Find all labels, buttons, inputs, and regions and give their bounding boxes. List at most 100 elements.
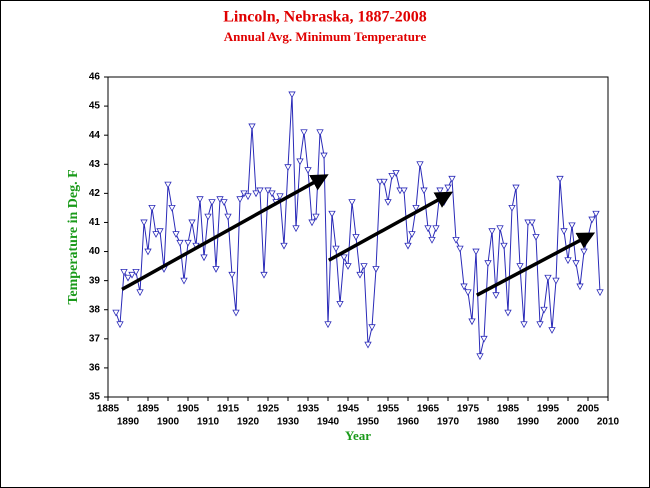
- data-point: [224, 213, 232, 221]
- y-tick-label: 42: [89, 188, 101, 199]
- data-point: [448, 175, 456, 183]
- x-tick-label: 1885: [97, 404, 120, 415]
- x-tick-label: 1935: [297, 404, 320, 415]
- x-tick-label: 2010: [597, 417, 620, 428]
- trend-arrow: [327, 191, 454, 262]
- data-point: [300, 129, 308, 137]
- data-point: [304, 167, 312, 174]
- x-tick-label: 1950: [357, 417, 380, 428]
- x-tick-label: 1995: [537, 404, 560, 415]
- x-tick-label: 1980: [477, 417, 500, 428]
- data-point: [156, 228, 164, 236]
- data-point: [344, 263, 352, 270]
- x-tick-label: 1940: [317, 417, 340, 428]
- data-point: [536, 321, 544, 329]
- data-point: [388, 173, 396, 180]
- data-point: [496, 225, 504, 233]
- data-point: [116, 321, 124, 329]
- data-point: [260, 271, 268, 279]
- data-point: [244, 193, 252, 201]
- data-point: [556, 175, 564, 183]
- data-point: [348, 199, 356, 206]
- data-point: [592, 210, 600, 218]
- data-point: [412, 205, 420, 212]
- data-point: [144, 248, 152, 256]
- data-point: [452, 237, 460, 244]
- data-point: [328, 210, 336, 218]
- data-point: [212, 266, 220, 273]
- data-point: [404, 242, 412, 250]
- x-tick-label: 1895: [137, 404, 160, 415]
- data-point: [512, 184, 520, 192]
- data-point: [420, 187, 428, 195]
- data-point: [332, 245, 340, 253]
- x-tick-label: 1930: [277, 417, 300, 428]
- data-point: [596, 289, 604, 297]
- data-point: [292, 225, 300, 233]
- data-point: [528, 219, 536, 227]
- data-point: [464, 289, 472, 297]
- data-point: [324, 321, 332, 329]
- x-tick-label: 1990: [517, 417, 540, 428]
- x-tick-label: 1945: [337, 404, 360, 415]
- data-point: [172, 231, 180, 238]
- data-point: [280, 242, 288, 250]
- y-axis-label: Temperature in Deg. F: [66, 169, 81, 304]
- data-point: [460, 283, 468, 291]
- data-point: [196, 196, 204, 204]
- x-tick-label: 2005: [577, 404, 600, 415]
- data-point: [560, 228, 568, 236]
- y-tick-label: 36: [89, 363, 101, 374]
- data-point: [504, 309, 512, 317]
- x-tick-label: 1985: [497, 404, 520, 415]
- y-tick-label: 41: [89, 217, 101, 228]
- data-point: [200, 254, 208, 262]
- y-tick-label: 37: [89, 333, 101, 344]
- y-tick-label: 40: [89, 246, 101, 257]
- y-tick-label: 43: [89, 159, 101, 170]
- x-tick-label: 1975: [457, 404, 480, 415]
- data-point: [368, 324, 376, 332]
- data-point: [128, 271, 136, 279]
- data-point: [532, 234, 540, 241]
- data-point: [432, 225, 440, 233]
- x-tick-label: 1960: [397, 417, 420, 428]
- data-point: [180, 277, 188, 285]
- data-point: [320, 152, 328, 160]
- data-point: [392, 170, 400, 177]
- data-point: [472, 248, 480, 256]
- data-point: [380, 178, 388, 186]
- trend-arrow: [121, 174, 329, 291]
- data-point: [360, 263, 368, 270]
- data-point: [416, 161, 424, 169]
- data-point: [340, 254, 348, 262]
- x-tick-label: 2000: [557, 417, 580, 428]
- x-tick-label: 1910: [197, 417, 220, 428]
- data-point: [400, 187, 408, 195]
- data-point: [140, 219, 148, 227]
- data-point: [476, 353, 484, 361]
- x-tick-label: 1965: [417, 404, 440, 415]
- data-point: [184, 239, 192, 247]
- y-tick-label: 45: [89, 101, 101, 112]
- data-point: [136, 289, 144, 297]
- chart-subtitle: Annual Avg. Minimum Temperature: [224, 29, 427, 44]
- x-tick-label: 1920: [237, 417, 260, 428]
- data-point: [384, 199, 392, 206]
- data-point: [520, 321, 528, 329]
- data-point: [288, 91, 296, 99]
- data-point: [120, 269, 128, 276]
- data-point: [164, 181, 172, 189]
- data-point: [544, 274, 552, 282]
- data-point: [308, 219, 316, 227]
- x-tick-label: 1955: [377, 404, 400, 415]
- data-point: [484, 260, 492, 268]
- data-point: [124, 274, 132, 282]
- data-point: [424, 225, 432, 233]
- data-point: [268, 190, 276, 198]
- data-point: [176, 239, 184, 247]
- data-point: [148, 205, 156, 212]
- data-point: [552, 277, 560, 285]
- data-point: [276, 193, 284, 201]
